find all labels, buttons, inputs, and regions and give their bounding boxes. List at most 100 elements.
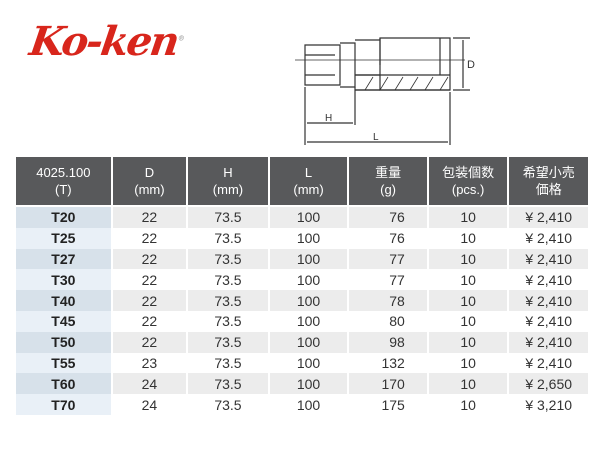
model-cell: T30 xyxy=(16,269,111,291)
table-cell: ¥ 2,410 xyxy=(525,230,573,247)
model-cell: T27 xyxy=(16,248,111,270)
label-l: L xyxy=(373,132,379,143)
header-cell: 包装個数 (pcs.) xyxy=(428,157,508,207)
torx-bit xyxy=(304,44,341,86)
table-cell: 170 xyxy=(349,373,427,395)
table-row: T25 22 73.5 100 76 10 ¥ 2,410 xyxy=(16,227,588,249)
table-cell: 100 xyxy=(269,290,348,311)
table-cell: 22 xyxy=(112,290,187,311)
header-line: 4025.100 xyxy=(36,165,91,180)
table-cell: 24 xyxy=(141,396,158,413)
table-cell: 22 xyxy=(141,271,158,288)
table-cell: 24 xyxy=(112,373,187,395)
table-cell: 76 xyxy=(349,207,427,228)
table-cell: 98 xyxy=(349,331,427,353)
table-cell: 10 xyxy=(460,230,476,247)
table-cell: 10 xyxy=(428,207,508,228)
table-cell: 22 xyxy=(112,207,187,228)
table-row: T70 24 73.5 100 175 10 ¥ 3,210 xyxy=(16,394,588,415)
table-row: T60 24 73.5 100 170 10 ¥ 2,650 xyxy=(16,373,588,395)
table-cell: 10 xyxy=(460,396,476,413)
header-line: (mm) xyxy=(134,182,165,197)
table-cell: ¥ 2,410 xyxy=(509,248,588,270)
table-cell: 10 xyxy=(428,290,508,311)
table-row: T20 22 73.5 100 76 10 ¥ 2,410 xyxy=(16,207,588,228)
table-cell: 77 xyxy=(349,248,427,270)
header-cell: L (mm) xyxy=(269,157,348,207)
header-line: (pcs.) xyxy=(451,182,485,197)
table-cell: ¥ 2,410 xyxy=(525,271,573,288)
table-cell: 10 xyxy=(428,248,508,270)
table-cell: 22 xyxy=(112,248,187,270)
table-cell: ¥ 2,410 xyxy=(525,313,573,330)
table-cell: 100 xyxy=(296,271,321,288)
table-cell: 100 xyxy=(269,373,348,395)
header-line: (g) xyxy=(380,182,397,197)
table-row: T45 22 73.5 100 80 10 ¥ 2,410 xyxy=(16,310,588,332)
model-cell: T60 xyxy=(16,373,111,395)
table-cell: 22 xyxy=(141,230,158,247)
table-cell: 73.5 xyxy=(188,373,268,395)
table-cell: 73.5 xyxy=(214,354,242,371)
header-cell: D (mm) xyxy=(112,157,187,207)
table-cell: ¥ 2,410 xyxy=(509,290,588,311)
model-cell: T25 xyxy=(16,227,111,249)
table-cell: 78 xyxy=(349,290,427,311)
table-cell: 100 xyxy=(269,248,348,270)
model-cell: T40 xyxy=(16,290,111,311)
header-line: 重量 xyxy=(375,165,402,180)
table-cell: 100 xyxy=(296,396,321,413)
header-line: D xyxy=(144,165,155,180)
table-cell: 10 xyxy=(428,331,508,353)
header-cell: 4025.100 (T) xyxy=(16,157,111,207)
table-cell: 76 xyxy=(389,230,405,247)
model-cell: T70 xyxy=(16,394,111,415)
koken-logo: Ko-ken® xyxy=(26,18,184,65)
table-cell: 100 xyxy=(296,313,321,330)
table-cell: 10 xyxy=(428,373,508,395)
table-row: T27 22 73.5 100 77 10 ¥ 2,410 xyxy=(16,248,588,270)
table-cell: 132 xyxy=(381,354,405,371)
table-cell: 100 xyxy=(296,230,321,247)
table-row: T55 23 73.5 100 132 10 ¥ 2,410 xyxy=(16,352,588,374)
table-cell: 10 xyxy=(460,354,476,371)
table-cell: ¥ 3,210 xyxy=(525,396,573,413)
header-line: 希望小売 xyxy=(522,165,575,180)
header-line: H xyxy=(223,165,233,180)
table-cell: 73.5 xyxy=(214,230,242,247)
table-cell: 73.5 xyxy=(214,271,242,288)
table-cell: ¥ 2,410 xyxy=(509,207,588,228)
label-d: D xyxy=(467,59,475,71)
header-line: (T) xyxy=(55,182,72,197)
table-cell: 73.5 xyxy=(214,396,242,413)
logo-text: Ko-ken xyxy=(26,18,181,65)
table-cell: 77 xyxy=(389,271,405,288)
header-line: 価格 xyxy=(535,182,562,197)
bit-socket-diagram: D H L xyxy=(295,37,475,145)
table-cell: 22 xyxy=(112,331,187,353)
table-cell: ¥ 2,650 xyxy=(509,373,588,395)
table-cell: 23 xyxy=(141,354,158,371)
table-cell: 100 xyxy=(296,354,321,371)
table-cell: 73.5 xyxy=(214,313,242,330)
header-cell: 希望小売 価格 xyxy=(509,157,588,207)
table-cell: 100 xyxy=(269,331,348,353)
model-cell: T45 xyxy=(16,310,111,332)
spec-table: 4025.100 (T) D (mm) H (mm) L (mm) 重量 (g) 包装個数 (pcs.… xyxy=(14,157,590,415)
table-row: T40 22 73.5 100 78 10 ¥ 2,410 xyxy=(16,290,588,311)
table-cell: 73.5 xyxy=(188,290,268,311)
model-cell: T50 xyxy=(16,331,111,353)
table-cell: 100 xyxy=(269,207,348,228)
table-cell: 73.5 xyxy=(188,207,268,228)
table-cell: 73.5 xyxy=(188,248,268,270)
header-cell: 重量 (g) xyxy=(349,157,427,207)
model-cell: T20 xyxy=(16,207,111,228)
table-cell: ¥ 2,410 xyxy=(525,354,573,371)
table-cell: ¥ 2,410 xyxy=(509,331,588,353)
table-cell: 73.5 xyxy=(188,331,268,353)
table-row: T30 22 73.5 100 77 10 ¥ 2,410 xyxy=(16,269,588,291)
header-line: (mm) xyxy=(293,182,324,197)
table-cell: 22 xyxy=(141,313,158,330)
table-cell: 10 xyxy=(460,271,476,288)
table-cell: 80 xyxy=(389,313,405,330)
